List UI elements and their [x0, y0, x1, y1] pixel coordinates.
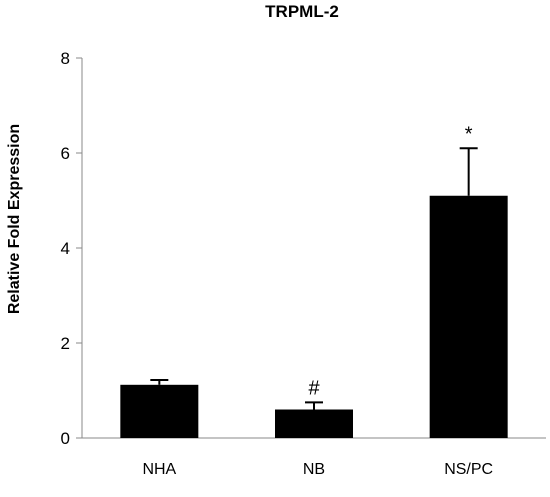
x-tick-label: NHA	[142, 461, 176, 478]
x-tick-label: NB	[303, 461, 325, 478]
error-bar	[305, 401, 323, 410]
bar	[429, 195, 508, 438]
error-bar	[459, 147, 478, 196]
y-axis-label: Relative Fold Expression	[6, 124, 23, 314]
significance-marker: *	[465, 123, 473, 145]
y-tick-label: 2	[61, 334, 70, 353]
error-bars	[150, 147, 478, 410]
y-ticks: 0 2 4 6 8	[61, 49, 82, 448]
x-labels: NHA NB NS/PC	[142, 461, 493, 478]
x-tick-label: NS/PC	[444, 461, 493, 478]
y-tick-label: 4	[61, 239, 70, 258]
annotations: #*	[308, 123, 472, 399]
y-tick-label: 6	[61, 144, 70, 163]
chart-title: TRPML-2	[265, 2, 339, 21]
y-tick-label: 8	[61, 49, 70, 68]
bar	[275, 409, 353, 438]
significance-marker: #	[308, 377, 320, 399]
y-tick-label: 0	[61, 429, 70, 448]
error-bar	[150, 379, 169, 385]
bars	[120, 195, 508, 438]
bar	[120, 384, 199, 438]
